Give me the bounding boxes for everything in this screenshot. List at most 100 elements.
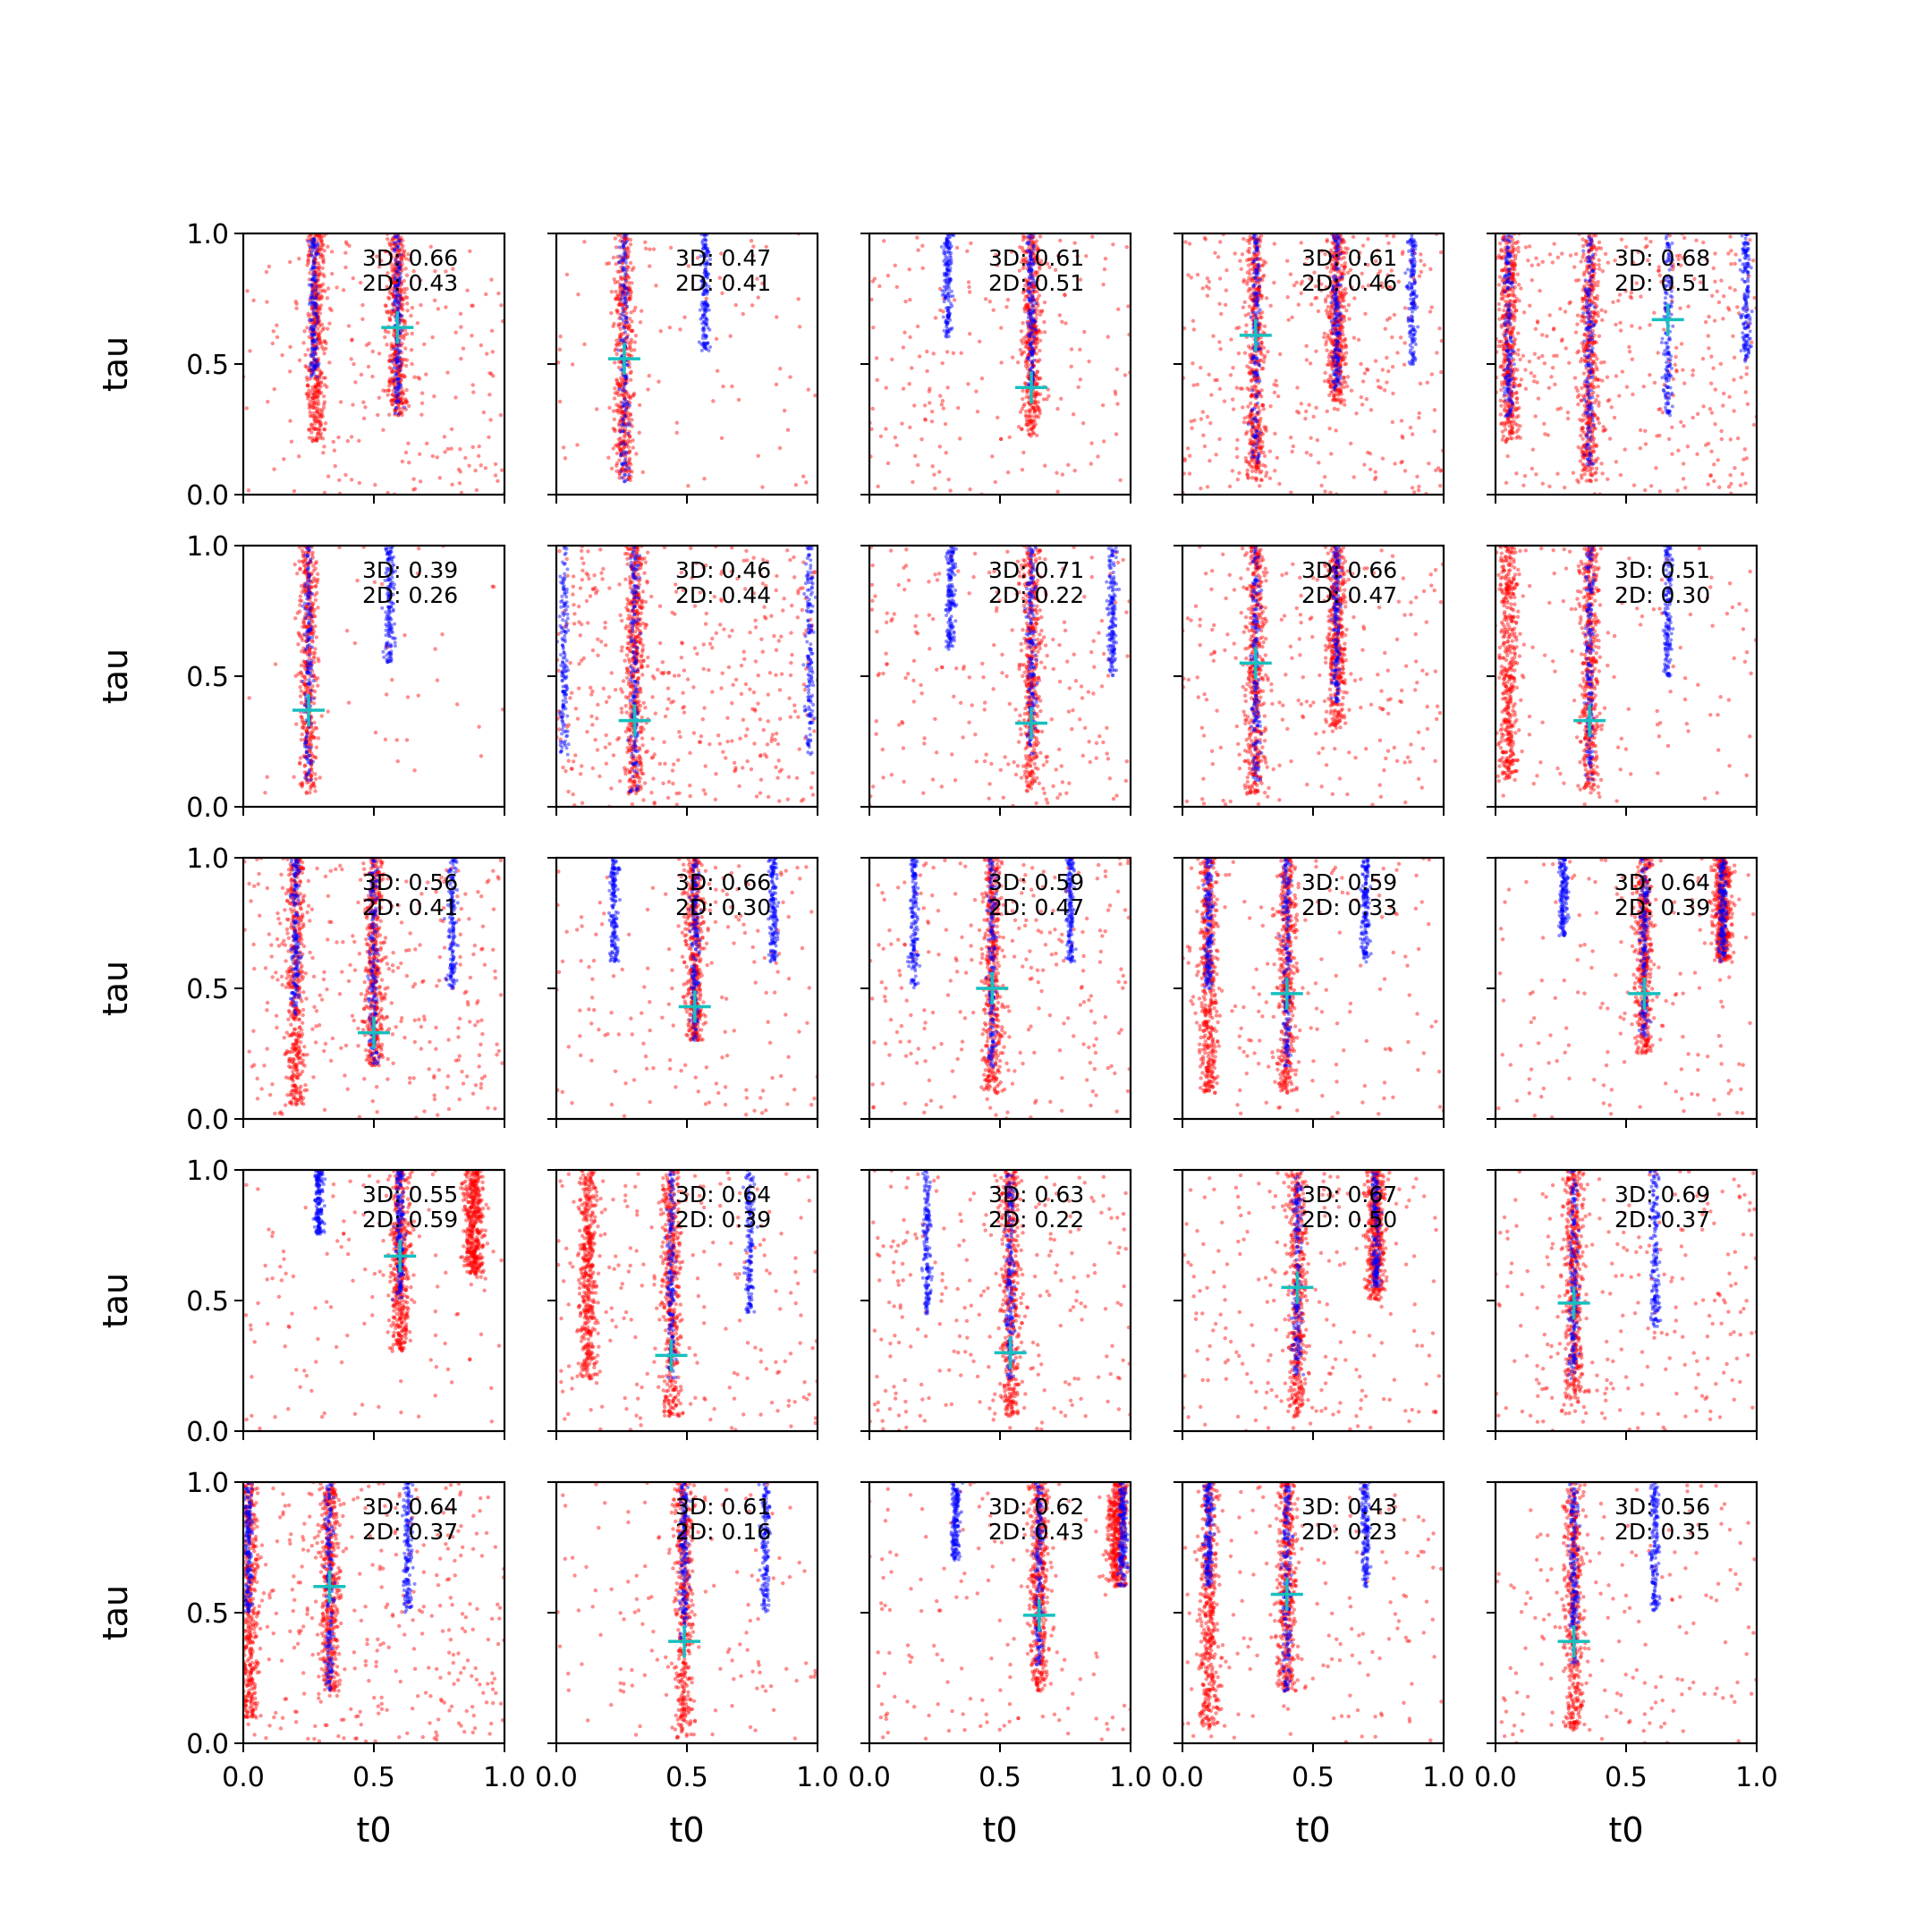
red-point: [686, 264, 691, 268]
blue-point: [702, 308, 707, 312]
red-point: [316, 383, 320, 387]
red-point: [303, 352, 308, 358]
red-point: [318, 296, 324, 301]
red-point: [1026, 332, 1030, 337]
red-point: [400, 319, 405, 324]
red-point: [1023, 344, 1028, 350]
red-point: [318, 369, 323, 374]
blue-point: [622, 245, 626, 250]
blue-point: [1031, 278, 1036, 283]
red-point: [1035, 369, 1040, 374]
blue-point: [393, 249, 397, 253]
red-point: [1249, 455, 1254, 460]
red-point: [316, 319, 321, 324]
red-point: [1335, 344, 1340, 349]
red-point: [622, 376, 627, 380]
red-point: [1335, 318, 1341, 323]
blue-point: [1331, 284, 1335, 289]
red-point: [1071, 411, 1076, 417]
red-point: [313, 345, 318, 350]
blue-point: [945, 313, 950, 318]
red-point: [398, 264, 402, 269]
red-point: [1690, 369, 1696, 373]
red-point: [1338, 236, 1343, 242]
red-point: [389, 311, 394, 316]
red-point: [1255, 287, 1260, 292]
blue-point: [1410, 283, 1414, 287]
red-point: [1336, 333, 1341, 338]
red-point: [1340, 356, 1344, 360]
blue-point: [396, 386, 401, 390]
blue-point: [942, 258, 946, 263]
red-point: [1400, 459, 1404, 464]
red-point: [1020, 352, 1024, 357]
red-point: [1027, 246, 1031, 250]
red-point: [398, 294, 402, 299]
red-point: [1339, 383, 1343, 387]
red-point: [623, 292, 628, 297]
red-point: [351, 402, 355, 407]
blue-point: [314, 358, 318, 362]
blue-point: [1409, 297, 1413, 301]
red-point: [399, 265, 403, 269]
red-point: [313, 359, 318, 363]
red-point: [1256, 433, 1260, 438]
red-point: [1669, 299, 1674, 303]
red-point: [363, 405, 368, 410]
red-point: [1031, 322, 1037, 327]
blue-point: [1336, 306, 1341, 310]
red-point: [393, 382, 397, 386]
red-point: [1388, 285, 1394, 290]
red-point: [1250, 443, 1256, 447]
red-point: [1030, 298, 1035, 302]
red-point: [625, 463, 630, 468]
red-point: [392, 282, 396, 286]
red-point: [1243, 432, 1249, 436]
blue-point: [394, 391, 398, 395]
red-point: [1325, 409, 1329, 413]
red-point: [1245, 420, 1250, 425]
red-point: [318, 303, 324, 308]
red-point: [318, 436, 323, 440]
red-point: [1029, 359, 1034, 364]
red-point: [320, 242, 325, 248]
blue-point: [624, 300, 629, 304]
red-point: [623, 389, 627, 394]
red-point: [1115, 402, 1120, 406]
blue-point: [398, 275, 402, 279]
blue-point: [1027, 269, 1031, 274]
red-point: [1250, 449, 1256, 453]
red-point: [1251, 236, 1257, 241]
blue-point: [704, 247, 708, 251]
red-point: [313, 329, 318, 335]
red-point: [1023, 409, 1029, 414]
blue-point: [704, 251, 708, 256]
red-point: [626, 288, 631, 293]
red-point: [1614, 460, 1619, 464]
red-point: [1731, 334, 1735, 339]
red-point: [396, 294, 402, 300]
red-point: [395, 248, 400, 253]
blue-point: [394, 235, 398, 240]
blue-point: [948, 266, 953, 270]
red-point: [1030, 324, 1036, 328]
red-point: [387, 377, 393, 381]
red-point: [389, 367, 394, 371]
red-point: [398, 356, 402, 360]
red-point: [623, 411, 628, 417]
red-point: [288, 419, 292, 423]
red-point: [318, 251, 323, 257]
red-point: [1025, 388, 1030, 394]
red-point: [1674, 369, 1679, 374]
blue-point: [317, 364, 321, 369]
red-point: [619, 440, 624, 445]
red-point: [1243, 313, 1248, 318]
red-point: [999, 360, 1004, 365]
red-point: [1312, 270, 1317, 275]
blue-point: [1411, 300, 1415, 304]
red-point: [622, 331, 626, 336]
red-point: [619, 417, 624, 422]
red-point: [1246, 263, 1251, 267]
red-point: [324, 341, 328, 346]
red-point: [956, 405, 961, 411]
